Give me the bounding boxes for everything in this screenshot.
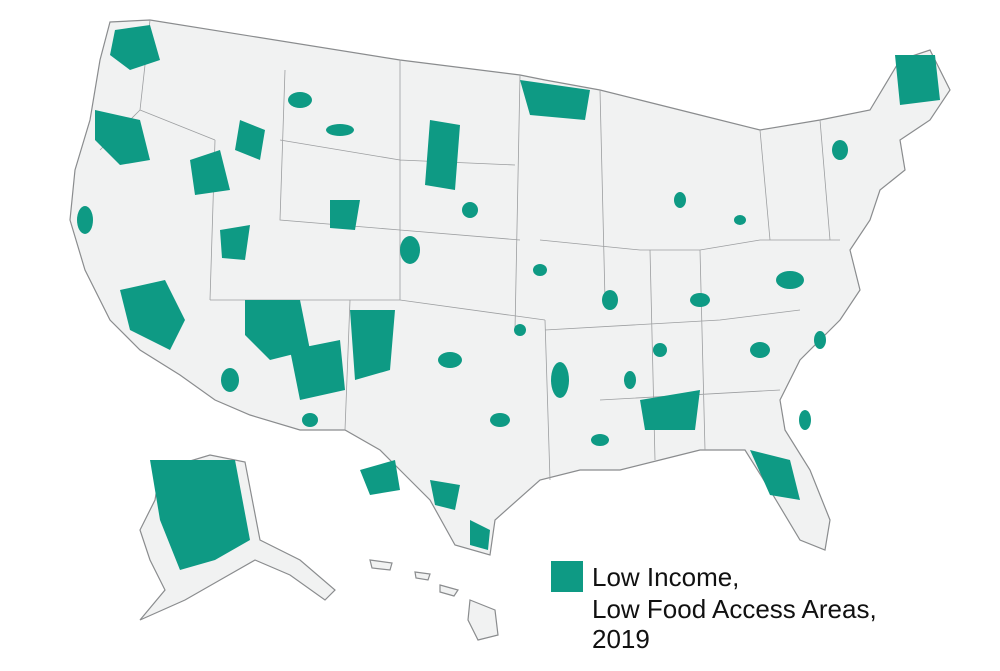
area xyxy=(653,343,667,357)
area xyxy=(326,124,354,136)
area xyxy=(77,206,93,234)
area xyxy=(814,331,826,349)
area xyxy=(400,236,420,264)
area xyxy=(832,140,848,160)
area xyxy=(462,202,478,218)
area xyxy=(438,352,462,368)
area xyxy=(602,290,618,310)
legend-label: 2019 xyxy=(592,624,650,654)
area xyxy=(533,264,547,276)
legend-swatch xyxy=(551,561,583,592)
area xyxy=(514,324,526,336)
area xyxy=(624,371,636,389)
area xyxy=(95,25,940,570)
area xyxy=(591,434,609,446)
area xyxy=(288,92,312,108)
legend-label: Low Food Access Areas, xyxy=(592,594,877,624)
legend-label: Low Income, xyxy=(592,562,739,592)
legend: Low Income, Low Food Access Areas, 2019 xyxy=(551,561,877,654)
area xyxy=(490,413,510,427)
scattered-areas xyxy=(77,92,848,446)
area xyxy=(750,342,770,358)
area xyxy=(551,362,569,398)
hawaii xyxy=(369,559,499,641)
low-access-areas xyxy=(77,25,940,570)
area xyxy=(776,271,804,289)
area xyxy=(302,413,318,427)
area xyxy=(674,192,686,208)
area xyxy=(734,215,746,225)
area xyxy=(799,410,811,430)
area xyxy=(221,368,239,392)
area xyxy=(690,293,710,307)
